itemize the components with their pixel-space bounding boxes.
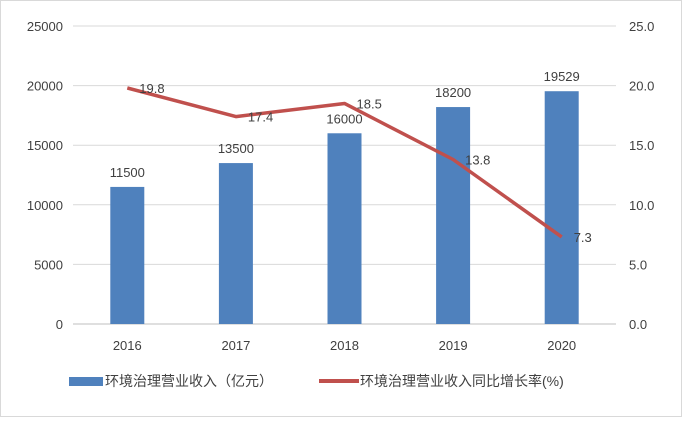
line-data-label: 7.3 <box>574 230 592 245</box>
bar-data-label: 16000 <box>326 111 362 126</box>
y-right-tick-label: 15.0 <box>629 138 654 153</box>
bar <box>436 107 471 324</box>
legend-label: 环境治理营业收入（亿元） <box>105 373 273 389</box>
bar-data-label: 19529 <box>544 69 580 84</box>
line-series <box>126 86 563 239</box>
y-left-tick-label: 25000 <box>27 19 63 34</box>
y-right-tick-label: 25.0 <box>629 19 654 34</box>
y-left-tick-label: 20000 <box>27 79 63 94</box>
bar-data-label: 11500 <box>110 165 145 180</box>
line-data-label: 13.8 <box>465 153 490 168</box>
y-left-tick-label: 5000 <box>34 257 63 272</box>
x-tick-label: 2020 <box>547 338 576 353</box>
y-right-tick-label: 0.0 <box>629 317 647 332</box>
line-data-label: 17.4 <box>248 110 273 125</box>
bar <box>327 133 362 324</box>
bar <box>110 186 145 324</box>
bar <box>218 163 253 324</box>
y-left-tick-label: 0 <box>56 317 63 332</box>
bar-data-label: 18200 <box>435 85 471 100</box>
line-data-label: 18.5 <box>357 96 382 111</box>
legend-swatch-bar <box>69 377 103 386</box>
x-tick-label: 2018 <box>330 338 359 353</box>
y-right-tick-label: 20.0 <box>629 79 654 94</box>
bar-data-label: 13500 <box>218 141 254 156</box>
bar <box>544 91 579 324</box>
y-left-tick-label: 10000 <box>27 198 63 213</box>
x-tick-label: 2019 <box>439 338 468 353</box>
legend-label: 环境治理营业收入同比增长率(%) <box>360 373 564 389</box>
x-tick-label: 2016 <box>113 338 142 353</box>
y-left-tick-label: 15000 <box>27 138 63 153</box>
line-data-label: 19.8 <box>139 81 164 96</box>
y-right-tick-label: 5.0 <box>629 257 647 272</box>
y-right-tick-label: 10.0 <box>629 198 654 213</box>
x-tick-label: 2017 <box>221 338 250 353</box>
